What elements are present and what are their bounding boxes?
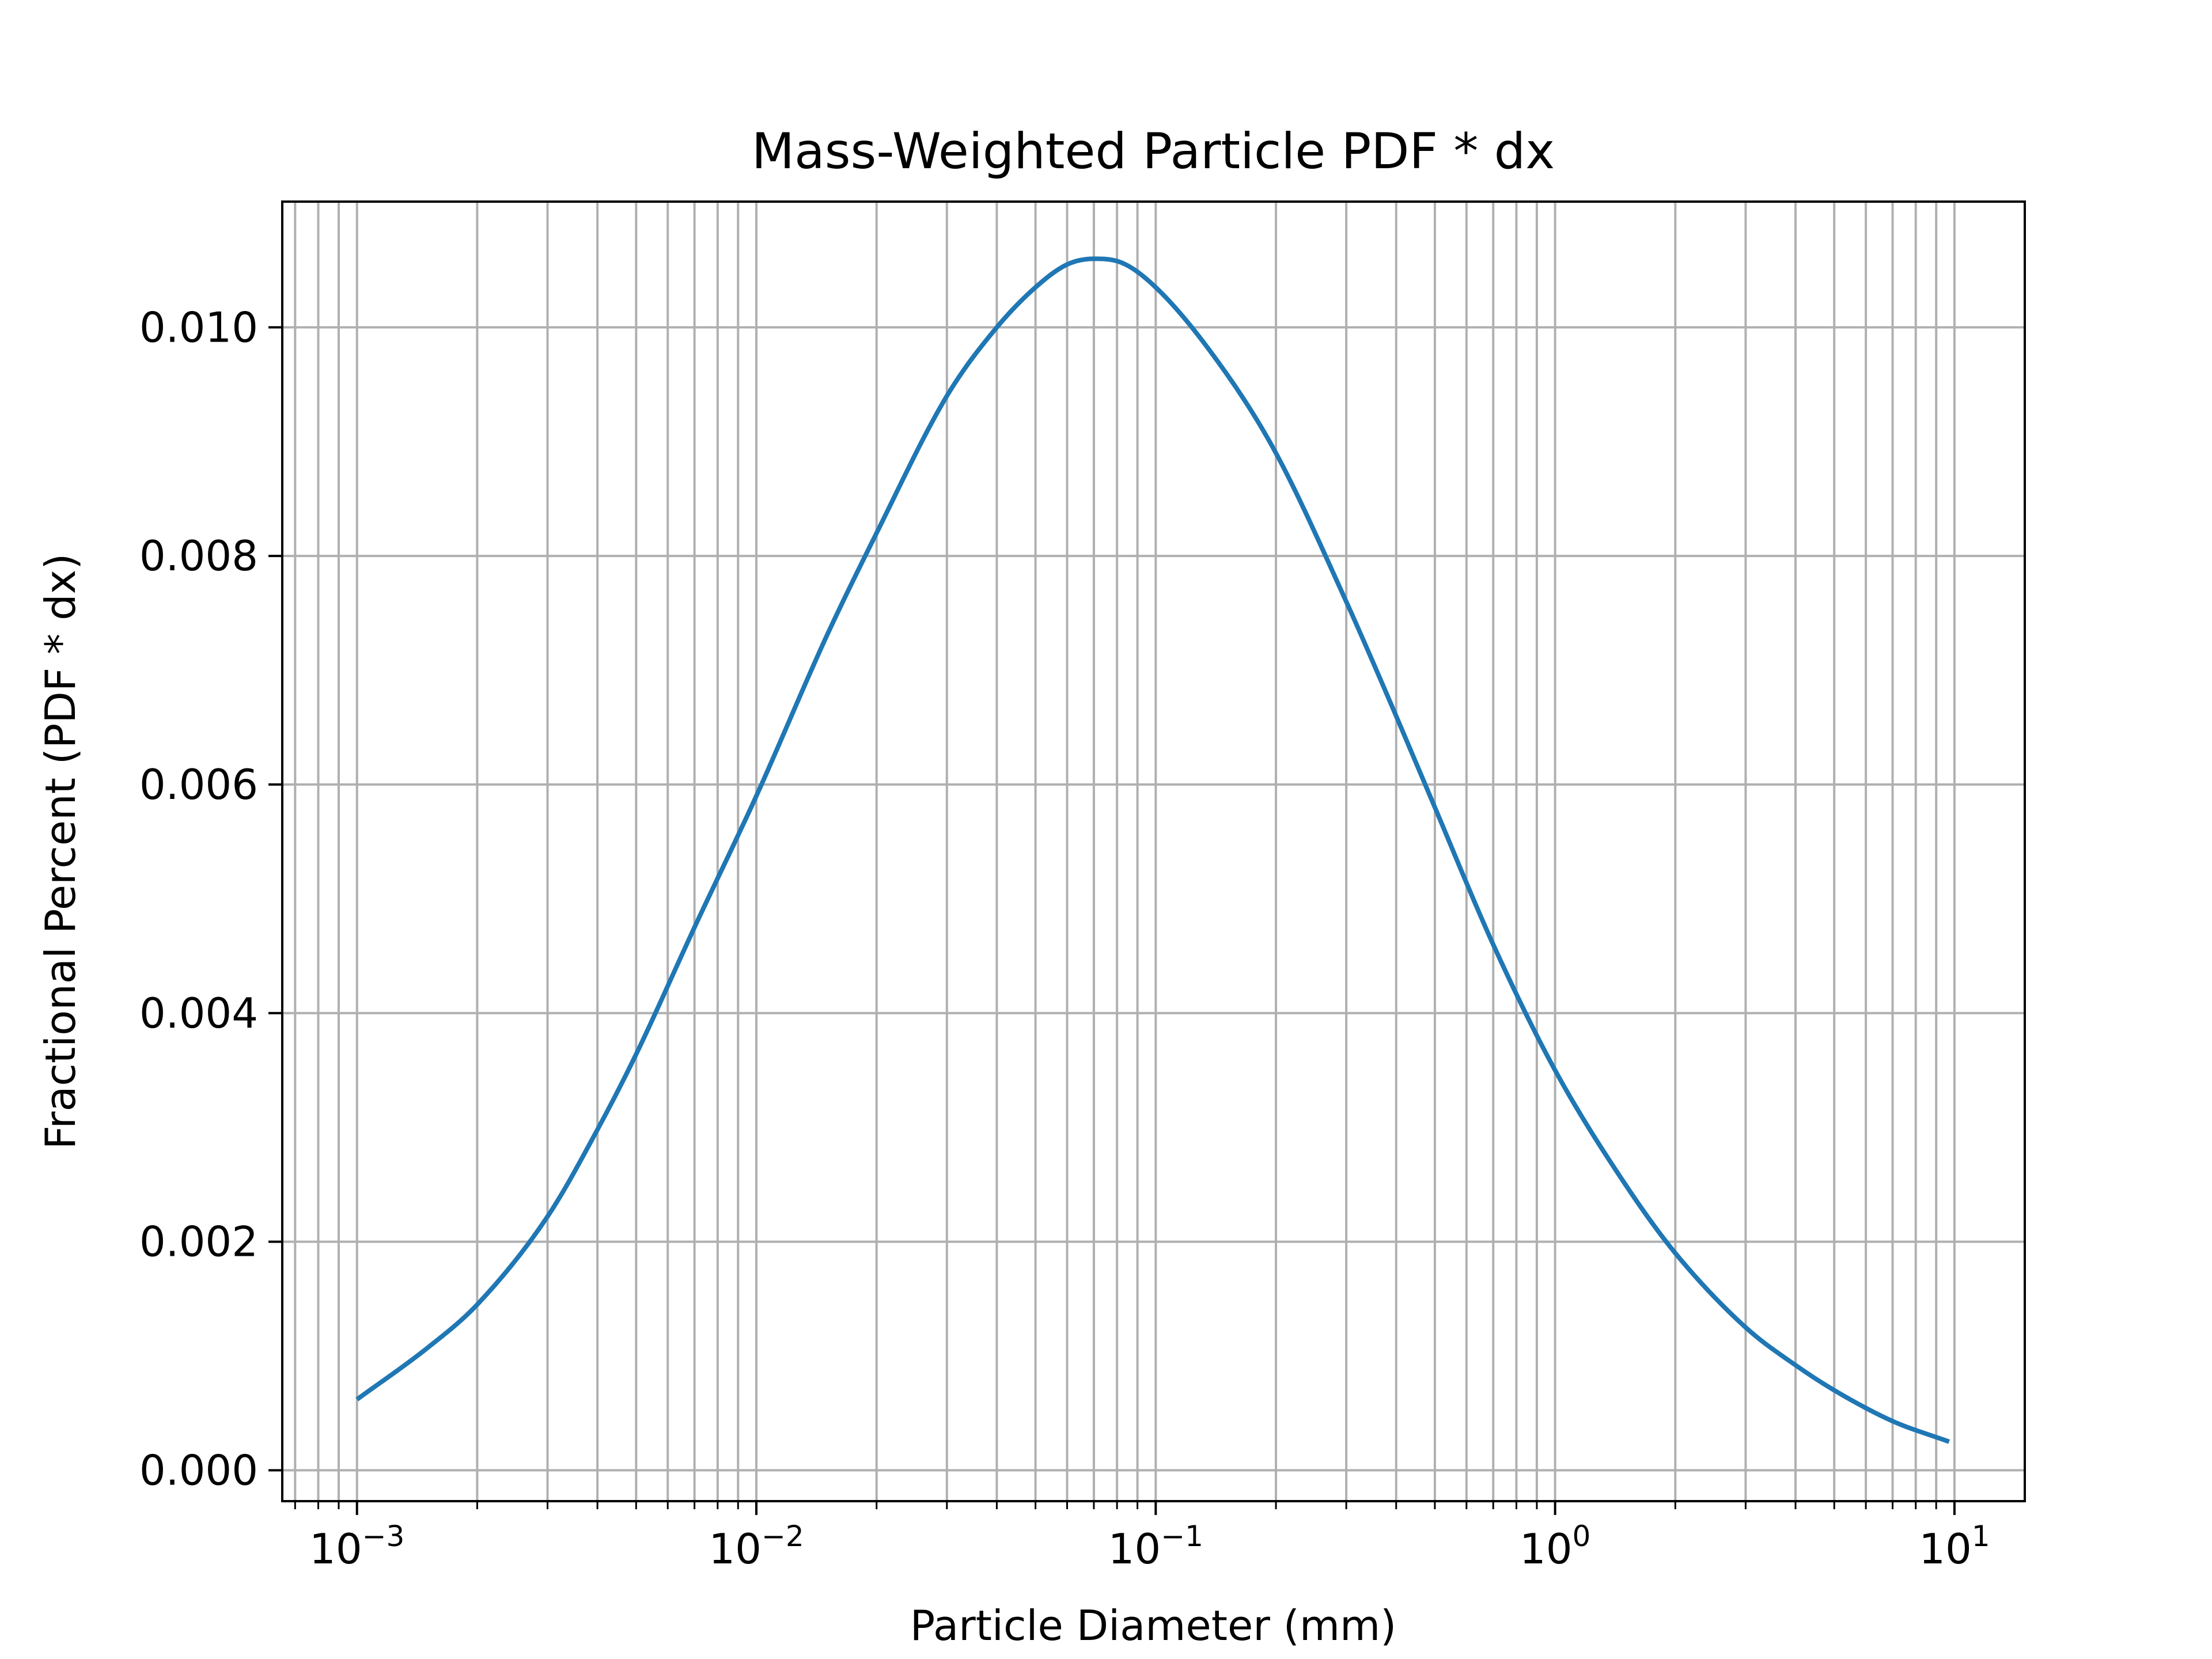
plot-frame [281,200,2026,1502]
y-axis-ticks: 0.000 0.002 0.004 0.006 0.008 0.010 [139,303,282,1494]
y-tick-label: 0.002 [139,1218,258,1266]
grid-major [282,202,2025,1501]
x-tick-label: 100 [1520,1520,1590,1573]
x-tick-label: 10−3 [309,1520,404,1573]
y-tick-label: 0.010 [139,303,258,351]
x-tick-label: 101 [1919,1520,1990,1573]
y-axis-label: Fractional Percent (PDF * dx) [36,554,85,1150]
series-layer [355,256,1950,1444]
grid-minor [294,202,1938,1501]
chart-title: Mass-Weighted Particle PDF * dx [752,123,1555,180]
y-tick-label: 0.004 [139,989,258,1037]
y-tick-label: 0.008 [139,532,258,580]
y-tick-label: 0.006 [139,760,258,809]
x-axis-ticks: 10−3 10−2 10−1 100 101 [294,1501,1990,1573]
x-tick-label: 10−2 [709,1520,804,1573]
y-tick-label: 0.000 [139,1446,258,1494]
series-line [355,256,1950,1444]
x-tick-label: 10−1 [1108,1520,1203,1573]
x-axis-label: Particle Diameter (mm) [910,1601,1396,1650]
